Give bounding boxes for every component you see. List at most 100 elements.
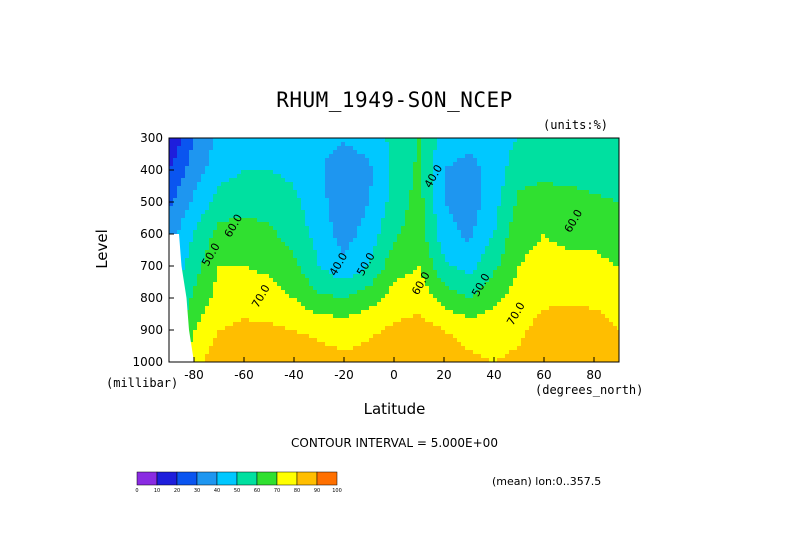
heatmap-cell: [589, 234, 594, 239]
heatmap-cell: [389, 198, 394, 203]
heatmap-cell: [389, 218, 394, 223]
heatmap-cell: [409, 290, 414, 295]
heatmap-cell: [321, 302, 326, 307]
heatmap-cell: [473, 158, 478, 163]
heatmap-cell: [205, 186, 210, 191]
heatmap-cell: [513, 138, 518, 143]
heatmap-cell: [365, 302, 370, 307]
heatmap-cell: [221, 290, 226, 295]
heatmap-cell: [489, 274, 494, 279]
heatmap-cell: [197, 226, 202, 231]
heatmap-cell: [593, 262, 598, 267]
heatmap-cell: [601, 274, 606, 279]
heatmap-cell: [521, 294, 526, 299]
heatmap-cell: [293, 294, 298, 299]
heatmap-cell: [421, 246, 426, 251]
heatmap-cell: [617, 162, 620, 167]
heatmap-cell: [249, 278, 254, 283]
heatmap-cell: [317, 166, 322, 171]
heatmap-cell: [581, 162, 586, 167]
heatmap-cell: [281, 238, 286, 243]
heatmap-cell: [593, 278, 598, 283]
heatmap-cell: [597, 226, 602, 231]
heatmap-cell: [209, 210, 214, 215]
heatmap-cell: [381, 254, 386, 259]
heatmap-cell: [361, 290, 366, 295]
heatmap-cell: [181, 214, 186, 219]
heatmap-cell: [441, 230, 446, 235]
heatmap-cell: [437, 290, 442, 295]
heatmap-cell: [529, 298, 534, 303]
heatmap-cell: [461, 290, 466, 295]
heatmap-cell: [305, 282, 310, 287]
heatmap-cell: [377, 310, 382, 315]
heatmap-cell: [441, 170, 446, 175]
heatmap-cell: [541, 230, 546, 235]
heatmap-cell: [249, 142, 254, 147]
heatmap-cell: [469, 194, 474, 199]
heatmap-cell: [609, 302, 614, 307]
heatmap-cell: [253, 166, 258, 171]
heatmap-cell: [225, 314, 230, 319]
heatmap-cell: [549, 162, 554, 167]
heatmap-cell: [521, 298, 526, 303]
heatmap-cell: [601, 302, 606, 307]
heatmap-cell: [365, 194, 370, 199]
heatmap-cell: [609, 246, 614, 251]
heatmap-cell: [389, 166, 394, 171]
heatmap-cell: [401, 218, 406, 223]
heatmap-cell: [301, 138, 306, 143]
heatmap-cell: [469, 210, 474, 215]
heatmap-cell: [209, 138, 214, 143]
heatmap-cell: [173, 214, 178, 219]
heatmap-cell: [417, 250, 422, 255]
heatmap-cell: [193, 314, 198, 319]
heatmap-cell: [533, 238, 538, 243]
heatmap-cell: [605, 242, 610, 247]
heatmap-cell: [605, 294, 610, 299]
heatmap-cell: [513, 170, 518, 175]
heatmap-cell: [321, 234, 326, 239]
heatmap-cell: [573, 158, 578, 163]
heatmap-cell: [425, 142, 430, 147]
heatmap-cell: [485, 258, 490, 263]
heatmap-cell: [481, 174, 486, 179]
heatmap-cell: [181, 158, 186, 163]
heatmap-cell: [401, 178, 406, 183]
heatmap-cell: [345, 250, 350, 255]
heatmap-cell: [189, 214, 194, 219]
heatmap-cell: [297, 170, 302, 175]
heatmap-cell: [481, 150, 486, 155]
heatmap-cell: [565, 254, 570, 259]
heatmap-cell: [329, 146, 334, 151]
heatmap-cell: [329, 158, 334, 163]
heatmap-cell: [565, 202, 570, 207]
heatmap-cell: [605, 182, 610, 187]
heatmap-cell: [457, 182, 462, 187]
heatmap-cell: [457, 190, 462, 195]
heatmap-cell: [533, 274, 538, 279]
heatmap-cell: [181, 142, 186, 147]
heatmap-cell: [325, 202, 330, 207]
heatmap-cell: [541, 254, 546, 259]
heatmap-cell: [325, 246, 330, 251]
heatmap-cell: [385, 258, 390, 263]
heatmap-cell: [553, 230, 558, 235]
heatmap-cell: [425, 194, 430, 199]
heatmap-cell: [469, 286, 474, 291]
heatmap-cell: [397, 158, 402, 163]
heatmap-cell: [385, 298, 390, 303]
heatmap-cell: [449, 254, 454, 259]
heatmap-cell: [505, 262, 510, 267]
heatmap-cell: [509, 182, 514, 187]
heatmap-cell: [405, 282, 410, 287]
heatmap-cell: [545, 170, 550, 175]
heatmap-cell: [221, 206, 226, 211]
heatmap-cell: [205, 194, 210, 199]
heatmap-cell: [401, 298, 406, 303]
heatmap-cell: [345, 206, 350, 211]
heatmap-cell: [309, 154, 314, 159]
heatmap-cell: [285, 234, 290, 239]
heatmap-cell: [497, 178, 502, 183]
heatmap-cell: [357, 290, 362, 295]
